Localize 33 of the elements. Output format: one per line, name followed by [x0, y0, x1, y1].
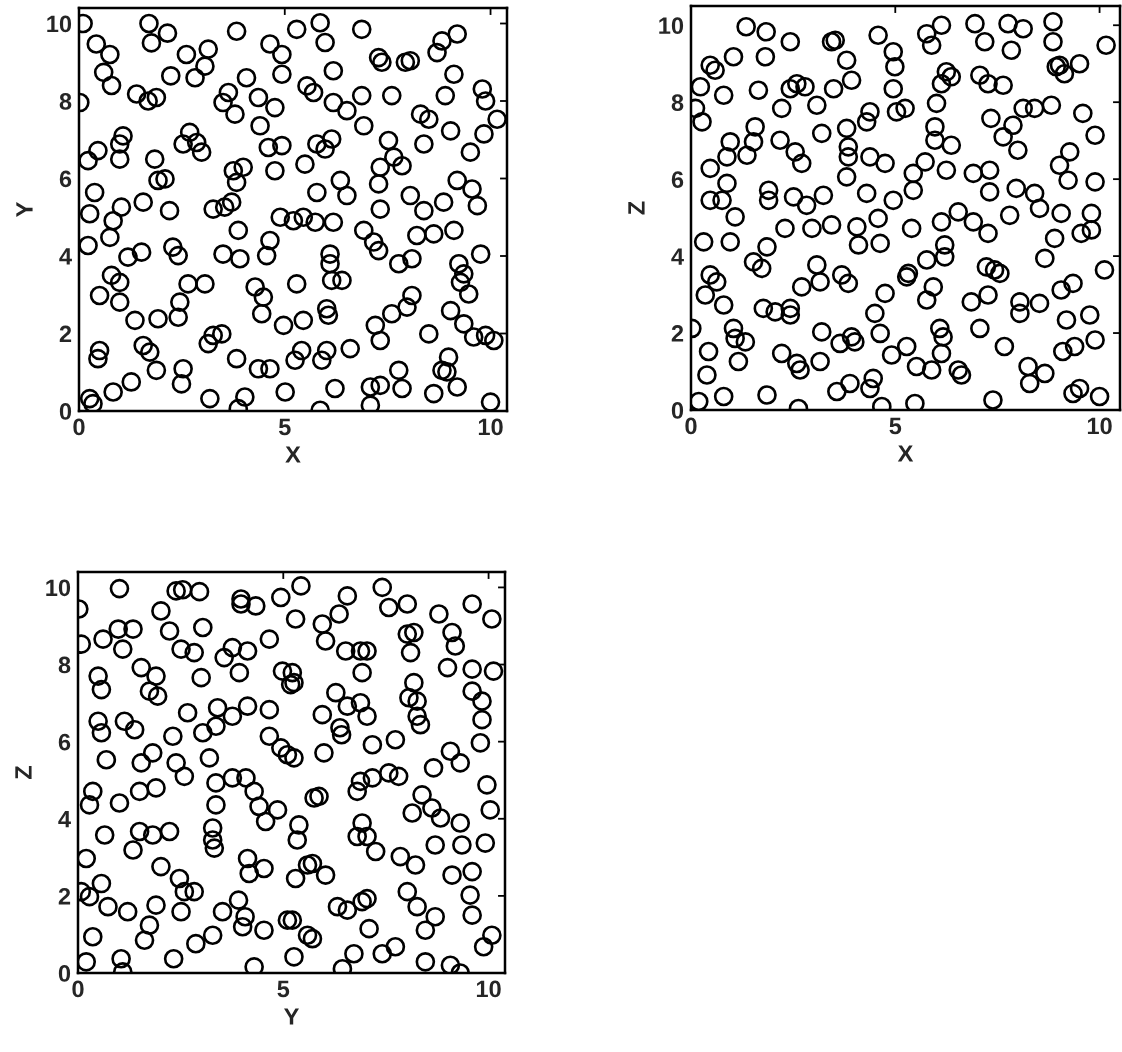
x-tick-label: 5 — [277, 980, 290, 998]
y-tick-label: 6 — [671, 171, 684, 188]
x-tick-label: 0 — [73, 418, 85, 436]
y-tick-label: 2 — [58, 887, 71, 905]
y-tick-label: 2 — [671, 325, 684, 342]
y-tick-label: 10 — [47, 15, 72, 33]
x-tick-label: 0 — [72, 980, 84, 998]
x-axis-title: Y — [284, 1008, 299, 1025]
x-tick-label: 5 — [278, 418, 291, 436]
y-tick-label: 8 — [58, 656, 71, 674]
y-tick-label: 0 — [58, 965, 71, 982]
x-tick-label: 5 — [889, 417, 902, 435]
x-tick-label: 10 — [476, 980, 501, 998]
y-tick-label: 6 — [59, 170, 72, 188]
y-tick-label: 0 — [671, 402, 684, 419]
y-tick-label: 2 — [59, 325, 72, 343]
x-axis-title: X — [285, 446, 301, 463]
x-tick-label: 10 — [478, 418, 503, 436]
x-tick-label: 0 — [685, 417, 697, 435]
x-tick-label: 10 — [1087, 417, 1112, 435]
y-tick-label: 10 — [46, 579, 71, 597]
y-tick-label: 4 — [671, 248, 684, 265]
y-tick-label: 10 — [659, 17, 684, 35]
y-tick-label: 0 — [59, 403, 72, 420]
y-axis-title: Z — [15, 765, 32, 780]
y-tick-label: 4 — [59, 248, 72, 265]
y-tick-label: 8 — [59, 93, 72, 110]
y-axis-title: Y — [16, 202, 33, 217]
y-tick-label: 8 — [671, 94, 684, 111]
y-tick-label: 6 — [58, 733, 71, 751]
y-axis-title: Z — [628, 201, 645, 215]
x-axis-title: X — [897, 445, 914, 462]
y-tick-label: 4 — [58, 811, 71, 828]
